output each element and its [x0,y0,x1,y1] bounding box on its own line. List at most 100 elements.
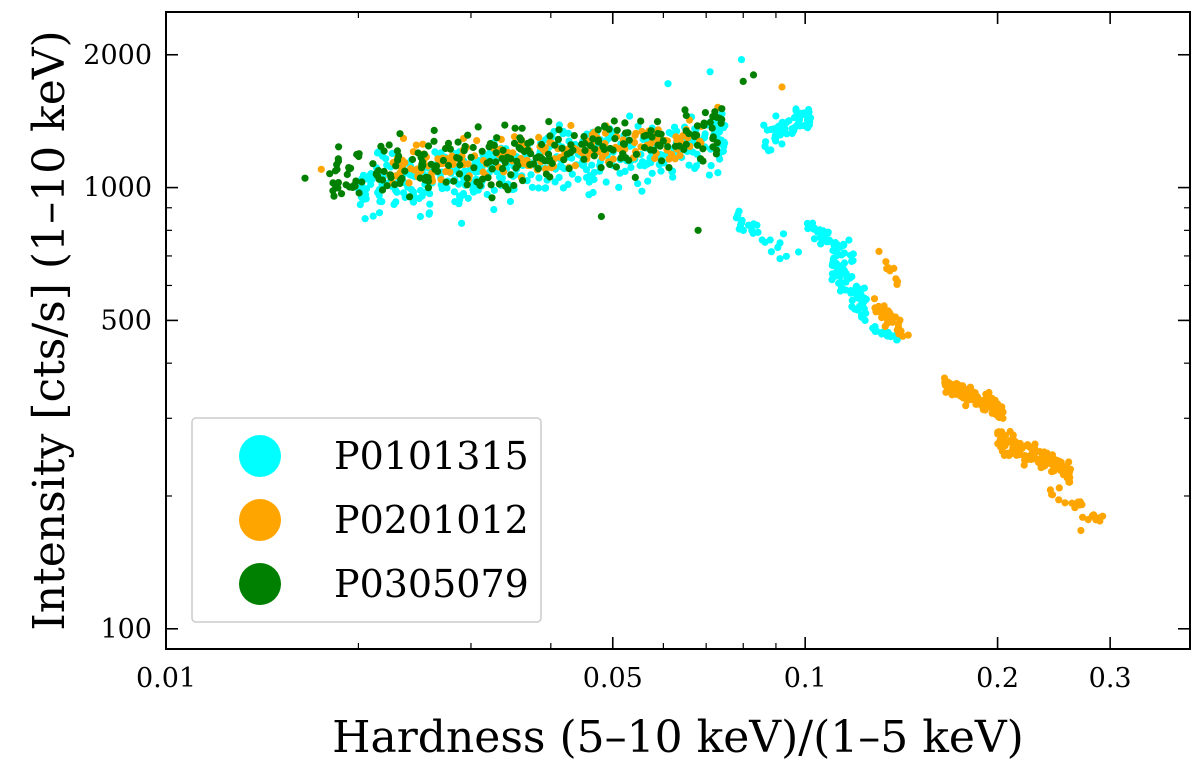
data-point [713,113,721,121]
data-point [456,161,464,169]
data-point [944,386,952,394]
data-point [571,162,580,170]
data-point [968,394,976,402]
data-point [694,226,702,234]
data-point [342,181,350,189]
data-point [463,181,471,189]
data-point [829,246,837,255]
data-point [776,255,784,263]
data-point [442,178,450,186]
data-point [416,174,424,182]
data-point [1065,478,1073,486]
data-point [952,384,960,392]
data-point [658,157,666,165]
data-point [1048,490,1056,498]
data-point [430,137,438,145]
data-point [487,181,495,189]
data-point [405,179,413,187]
data-point [383,182,391,190]
data-point [860,284,869,292]
data-point [564,180,572,188]
data-point [611,135,619,143]
data-point [615,183,623,191]
data-point [705,171,714,179]
data-point [385,141,393,149]
data-point [647,127,655,135]
data-point [567,141,575,149]
data-point [700,119,708,127]
data-point [648,169,656,177]
data-point [358,178,366,186]
data-point [990,403,998,411]
data-point [588,161,596,169]
data-point [455,192,464,200]
data-point [458,219,466,227]
data-point [535,184,543,192]
data-point [538,140,546,149]
data-point [973,400,981,408]
data-point [415,194,423,203]
data-point [464,131,472,139]
data-point [1079,513,1087,521]
data-point [558,144,566,152]
data-point [852,285,861,293]
data-point [460,147,468,155]
data-point [624,129,632,137]
data-point [854,306,862,314]
x-tick-label: 0.01 [136,663,196,694]
data-point [409,198,418,206]
data-point [515,144,523,152]
data-point [739,77,747,85]
data-point [839,240,848,248]
data-point [501,182,510,191]
data-point [941,379,949,387]
data-point [574,175,582,183]
data-point [600,145,608,153]
data-point [1074,498,1082,506]
data-point [654,141,662,149]
data-point [745,221,753,229]
data-point [792,113,800,121]
data-point [418,164,426,172]
data-point [680,145,688,154]
data-point [602,178,610,186]
data-point [640,144,649,152]
data-point [391,181,399,189]
data-point [463,174,471,182]
data-point [535,174,543,182]
data-point [478,147,486,155]
data-point [627,163,635,171]
data-point [671,155,679,163]
data-point [706,118,714,127]
data-point [375,209,384,217]
data-point [455,170,464,178]
y-tick-label: 100 [100,614,152,645]
data-point [620,140,629,148]
data-point [484,174,492,182]
data-point [453,154,461,162]
data-point [1099,512,1107,520]
data-point [555,126,563,134]
data-point [996,403,1005,411]
data-point [887,333,895,341]
data-point [701,109,710,117]
data-point [476,181,484,190]
data-point [345,164,353,172]
data-point [657,167,665,175]
data-point [664,80,672,88]
data-point [400,189,408,197]
data-point [612,163,621,171]
data-point [527,138,535,146]
data-point [824,229,832,238]
data-point [401,167,409,175]
data-point [581,146,589,154]
data-point [478,175,487,183]
data-point [1055,484,1063,492]
data-point [732,214,741,222]
data-point [406,193,414,201]
data-point [369,212,377,220]
data-point [870,295,879,303]
data-point [1014,448,1022,456]
data-point [546,132,554,140]
data-point [1040,448,1048,456]
